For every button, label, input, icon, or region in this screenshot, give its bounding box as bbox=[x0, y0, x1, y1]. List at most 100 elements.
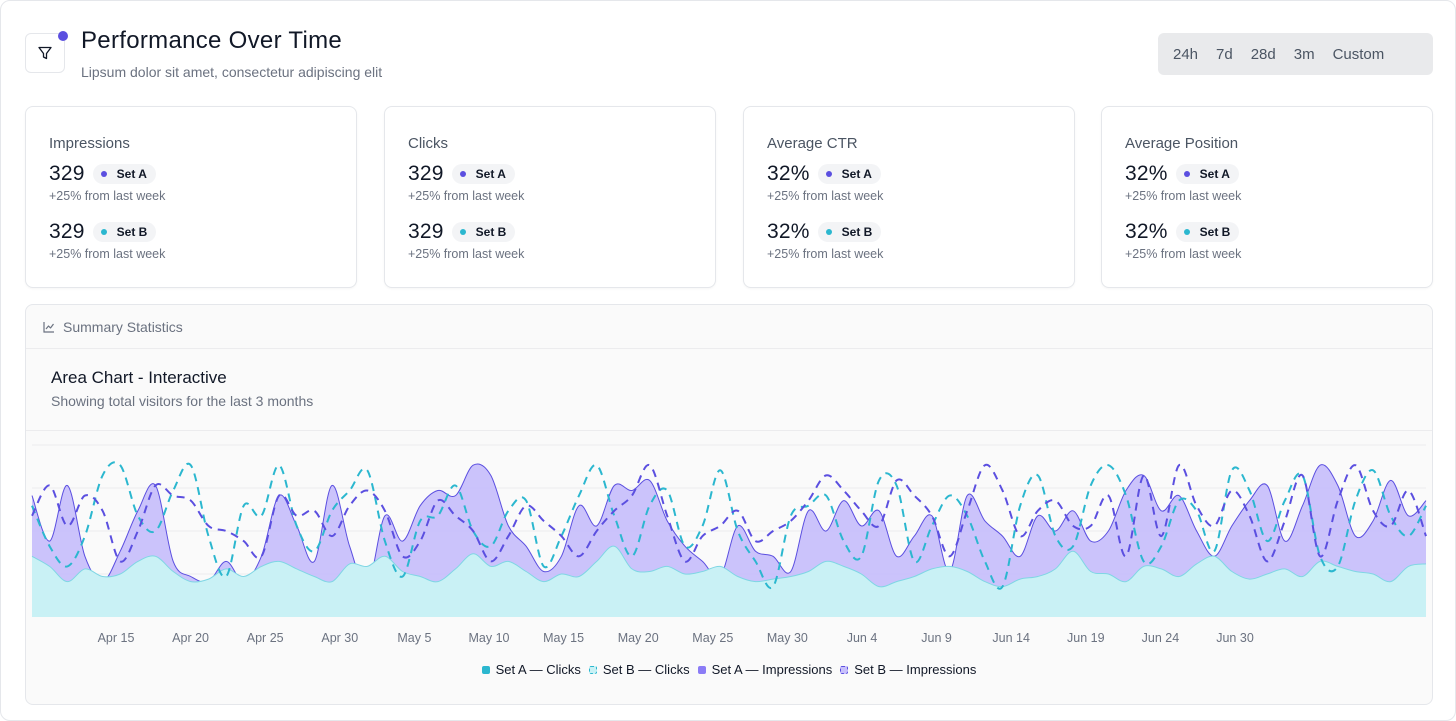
metric-delta: +25% from last week bbox=[1125, 189, 1242, 203]
set-b-dot bbox=[459, 229, 466, 235]
x-tick-label: Jun 19 bbox=[1067, 631, 1105, 645]
x-tick-label: May 30 bbox=[767, 631, 808, 645]
badge-label: Set B bbox=[1199, 225, 1231, 239]
legend-label: Set B — Clicks bbox=[602, 662, 690, 677]
series-set-a-clicks-area bbox=[32, 546, 1426, 617]
metric-value: 32% bbox=[1125, 220, 1168, 243]
filter-active-dot bbox=[58, 31, 68, 41]
filter-button[interactable] bbox=[25, 33, 65, 73]
summary-statistics-header: Summary Statistics bbox=[26, 305, 1432, 349]
metric-value: 329 bbox=[408, 162, 444, 185]
series-set-b-impressions-line bbox=[31, 463, 1427, 563]
set-a-dot bbox=[825, 171, 832, 177]
range-24h-button[interactable]: 24h bbox=[1173, 45, 1199, 63]
card-title: Impressions bbox=[49, 135, 130, 152]
metric-delta: +25% from last week bbox=[49, 247, 166, 261]
set-badge: Set A bbox=[92, 164, 156, 184]
range-28d-button[interactable]: 28d bbox=[1250, 45, 1276, 63]
set-badge: Set A bbox=[1175, 164, 1239, 184]
page-subtitle: Lipsum dolor sit amet, consectetur adipi… bbox=[81, 64, 383, 80]
set-b-dot bbox=[825, 229, 832, 235]
metric-row-set-a: 32% Set A bbox=[1125, 162, 1239, 186]
metric-row-set-a: 32% Set A bbox=[767, 162, 881, 186]
metric-delta: +25% from last week bbox=[408, 189, 525, 203]
metric-row-set-a: 329 Set A bbox=[49, 162, 156, 186]
badge-label: Set B bbox=[116, 225, 148, 239]
metric-value: 329 bbox=[408, 220, 444, 243]
metric-delta: +25% from last week bbox=[767, 247, 884, 261]
series-set-a-impressions-line bbox=[31, 463, 1427, 588]
legend-item[interactable]: Set B — Impressions bbox=[840, 662, 976, 677]
badge-label: Set A bbox=[475, 167, 506, 181]
metric-row-set-b: 329 Set B bbox=[49, 220, 157, 244]
x-tick-label: May 25 bbox=[692, 631, 733, 645]
time-range-selector: 24h 7d 28d 3m Custom bbox=[1158, 33, 1433, 75]
chart-divider bbox=[26, 430, 1432, 431]
page-title: Performance Over Time bbox=[81, 27, 343, 54]
x-tick-label: Apr 20 bbox=[172, 631, 209, 645]
x-tick-label: Apr 25 bbox=[247, 631, 284, 645]
range-custom-button[interactable]: Custom bbox=[1332, 45, 1385, 63]
badge-label: Set A bbox=[116, 167, 147, 181]
x-tick-label: Apr 15 bbox=[98, 631, 135, 645]
legend-item[interactable]: Set A — Impressions bbox=[697, 662, 832, 677]
legend-swatch bbox=[481, 665, 490, 674]
range-3m-button[interactable]: 3m bbox=[1293, 45, 1315, 63]
set-a-dot bbox=[459, 171, 466, 177]
metric-cards: Impressions 329 Set A +25% from last wee… bbox=[25, 106, 1433, 288]
card-title: Clicks bbox=[408, 135, 448, 152]
metric-value: 329 bbox=[49, 220, 85, 243]
chart-title: Area Chart - Interactive bbox=[51, 368, 227, 387]
metric-row-set-a: 329 Set A bbox=[408, 162, 515, 186]
summary-statistics-panel: Summary Statistics Area Chart - Interact… bbox=[25, 304, 1433, 705]
set-badge: Set B bbox=[451, 222, 516, 242]
metric-card-average-position: Average Position 32% Set A +25% from las… bbox=[1101, 106, 1433, 288]
set-b-dot bbox=[100, 229, 107, 235]
area-chart[interactable]: Apr 15 Apr 20 Apr 25 Apr 30 May 5 May 10 May 1… bbox=[26, 305, 1432, 655]
metric-delta: +25% from last week bbox=[1125, 247, 1242, 261]
badge-label: Set B bbox=[841, 225, 873, 239]
legend-label: Set A — Clicks bbox=[495, 662, 581, 677]
legend-swatch bbox=[588, 665, 597, 674]
legend-item[interactable]: Set A — Clicks bbox=[481, 662, 581, 677]
badge-label: Set B bbox=[475, 225, 507, 239]
metric-card-average-ctr: Average CTR 32% Set A +25% from last wee… bbox=[743, 106, 1075, 288]
x-tick-label: May 15 bbox=[543, 631, 584, 645]
set-b-dot bbox=[1183, 229, 1190, 235]
x-tick-label: Jun 24 bbox=[1142, 631, 1180, 645]
metric-row-set-b: 329 Set B bbox=[408, 220, 516, 244]
metric-delta: +25% from last week bbox=[49, 189, 166, 203]
metric-value: 32% bbox=[767, 220, 810, 243]
metric-value: 32% bbox=[767, 162, 810, 185]
legend-item[interactable]: Set B — Clicks bbox=[588, 662, 690, 677]
range-7d-button[interactable]: 7d bbox=[1216, 45, 1233, 63]
x-tick-label: May 10 bbox=[469, 631, 510, 645]
filter-icon bbox=[38, 46, 52, 60]
x-tick-label: Jun 14 bbox=[992, 631, 1030, 645]
badge-label: Set A bbox=[841, 167, 872, 181]
card-title: Average Position bbox=[1125, 135, 1239, 152]
set-badge: Set B bbox=[1175, 222, 1240, 242]
x-tick-label: May 5 bbox=[397, 631, 431, 645]
series-set-a-clicks-line bbox=[31, 545, 1427, 588]
chart-icon bbox=[43, 321, 54, 333]
x-tick-label: Apr 30 bbox=[321, 631, 358, 645]
legend-swatch bbox=[697, 665, 706, 674]
badge-label: Set A bbox=[1199, 167, 1230, 181]
set-badge: Set B bbox=[817, 222, 882, 242]
set-badge: Set B bbox=[92, 222, 157, 242]
chart-subtitle: Showing total visitors for the last 3 mo… bbox=[51, 393, 314, 409]
card-title: Average CTR bbox=[767, 135, 858, 152]
chart-legend: Set A — Clicks Set B — Clicks Set A — Impr… bbox=[26, 662, 1432, 677]
metric-delta: +25% from last week bbox=[408, 247, 525, 261]
set-badge: Set A bbox=[451, 164, 515, 184]
legend-swatch bbox=[840, 665, 849, 674]
x-tick-label: May 20 bbox=[618, 631, 659, 645]
set-a-dot bbox=[1183, 171, 1190, 177]
x-tick-label: Jun 4 bbox=[847, 631, 878, 645]
metric-card-impressions: Impressions 329 Set A +25% from last wee… bbox=[25, 106, 357, 288]
metric-delta: +25% from last week bbox=[767, 189, 884, 203]
metric-value: 32% bbox=[1125, 162, 1168, 185]
metric-value: 329 bbox=[49, 162, 85, 185]
